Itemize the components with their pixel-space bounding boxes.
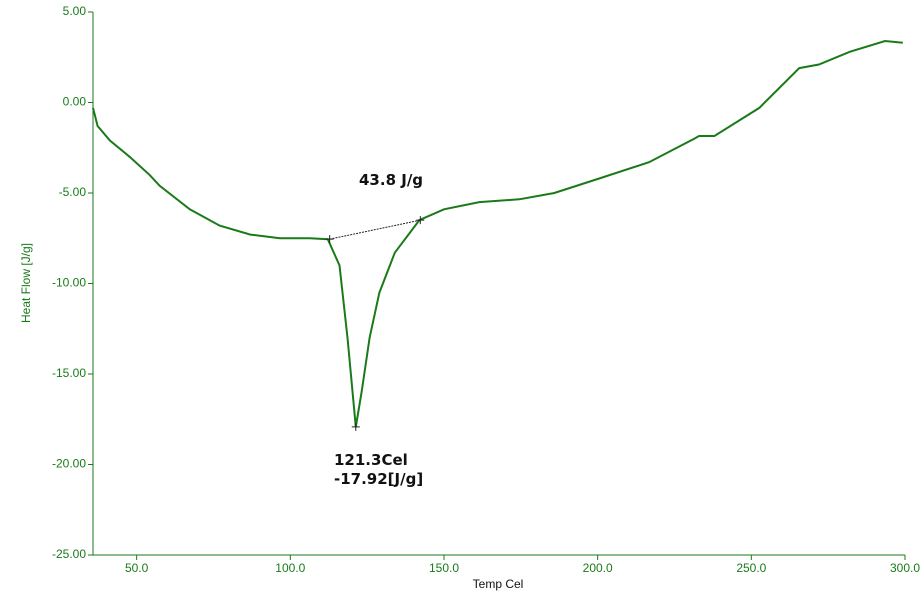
limit-marker — [416, 216, 425, 225]
y-tick-label: 0.00 — [63, 95, 87, 109]
y-tick-label: -25.00 — [52, 547, 86, 561]
integration-baseline — [329, 219, 421, 240]
y-axis-label: Heat Flow [J/g] — [19, 243, 33, 323]
area-annotation: 43.8 J/g — [359, 171, 423, 189]
y-tick-label: 5.00 — [63, 4, 87, 18]
heat-flow-line — [92, 39, 903, 428]
limit-marker — [325, 235, 334, 244]
x-tick-label: 250.0 — [736, 561, 766, 575]
peak-value-annotation: -17.92[J/g] — [334, 470, 423, 488]
x-tick-label: 300.0 — [890, 561, 920, 575]
x-tick-label: 100.0 — [275, 561, 305, 575]
x-tick-label: 200.0 — [583, 561, 613, 575]
x-axis-label: Temp Cel — [473, 577, 524, 591]
peak-temp-annotation: 121.3Cel — [334, 451, 408, 469]
y-tick-label: -5.00 — [59, 185, 87, 199]
x-tick-label: 50.0 — [125, 561, 149, 575]
y-tick-label: -15.00 — [52, 366, 86, 380]
y-tick-label: -20.00 — [52, 457, 86, 471]
x-tick-label: 150.0 — [429, 561, 459, 575]
y-tick-label: -10.00 — [52, 276, 86, 290]
peak-marker — [351, 422, 360, 431]
